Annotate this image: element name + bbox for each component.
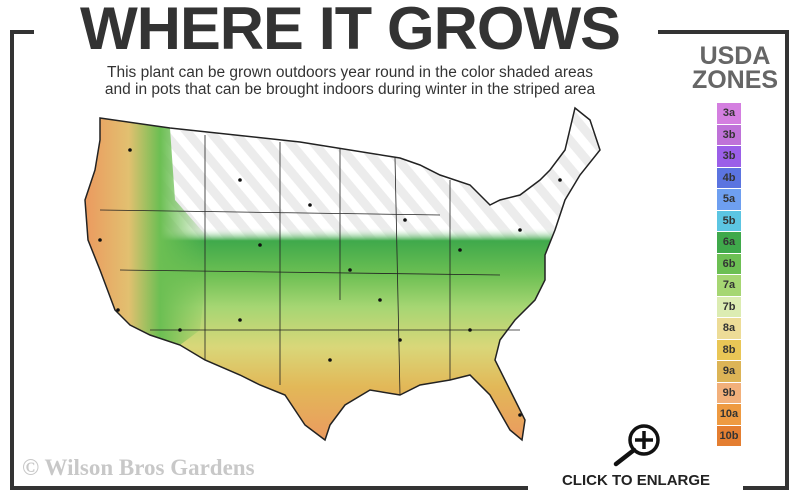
us-map-shape xyxy=(84,106,601,442)
legend-title: USDA ZONES xyxy=(670,42,800,94)
legend-zone-6b: 6b xyxy=(717,253,741,274)
legend-title-line-2: ZONES xyxy=(691,66,779,94)
legend-zone-4b: 4b xyxy=(717,167,741,188)
legend-zone-9b: 9b xyxy=(717,382,741,403)
legend-zone-8b: 8b xyxy=(717,339,741,360)
legend-zone-6a: 6a xyxy=(717,232,741,253)
frame-bottom-left xyxy=(10,486,528,490)
legend-title-line-1: USDA xyxy=(699,42,771,70)
legend-zone-5a: 5a xyxy=(717,189,741,210)
legend-zone-3b: 3b xyxy=(717,146,741,167)
click-to-enlarge-button[interactable]: CLICK TO ENLARGE xyxy=(561,472,711,489)
page-title: WHERE IT GROWS xyxy=(80,0,621,62)
frame-right xyxy=(785,30,789,490)
legend-zone-7b: 7b xyxy=(717,296,741,317)
city-dots xyxy=(98,148,562,417)
zone-legend: 3a 3b 3b 4b 5a 5b 6a 6b 7a 7b 8a 8b 9a 9b 10a 10b xyxy=(717,103,741,447)
subtitle-line-1: This plant can be grown outdoors year ro… xyxy=(107,64,593,81)
legend-zone-7a: 7a xyxy=(717,275,741,296)
legend-zone-8a: 8a xyxy=(717,318,741,339)
legend-zone-3a: 3a xyxy=(717,103,741,124)
frame-top-right xyxy=(658,30,788,34)
frame-bottom-right xyxy=(743,486,789,490)
watermark: © Wilson Bros Gardens xyxy=(22,455,255,480)
legend-zone-10b: 10b xyxy=(717,425,741,446)
subtitle-line-2: and in pots that can be brought indoors … xyxy=(104,81,596,98)
frame-left xyxy=(10,30,14,490)
legend-zone-10a: 10a xyxy=(717,404,741,425)
legend-zone-5b: 5b xyxy=(717,210,741,231)
state-borders xyxy=(99,135,520,396)
magnifier-plus-icon[interactable] xyxy=(608,422,664,468)
legend-zone-9a: 9a xyxy=(717,361,741,382)
subtitle: This plant can be grown outdoors year ro… xyxy=(40,64,660,98)
legend-zone-3b: 3b xyxy=(717,124,741,145)
frame-top-left xyxy=(10,30,34,34)
